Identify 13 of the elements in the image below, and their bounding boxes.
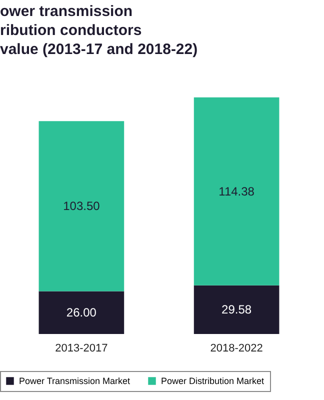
bar — [38, 291, 124, 334]
x-tick-label: 2018-2022 — [210, 342, 263, 354]
bar — [194, 97, 280, 286]
x-tick-label: 2013-2017 — [55, 342, 108, 354]
data-label: 114.38 — [218, 184, 255, 198]
data-label: 103.50 — [63, 199, 100, 214]
bar — [38, 121, 124, 292]
legend-label: Power Transmission Market — [19, 376, 131, 386]
data-label: 26.00 — [66, 306, 97, 320]
bar — [194, 285, 280, 334]
legend-label: Power Distribution Market — [161, 376, 265, 386]
chart-title: ower transmission ribution conductors value (2013-17 and 2018-22) — [0, 3, 198, 58]
data-label: 29.58 — [222, 302, 252, 317]
